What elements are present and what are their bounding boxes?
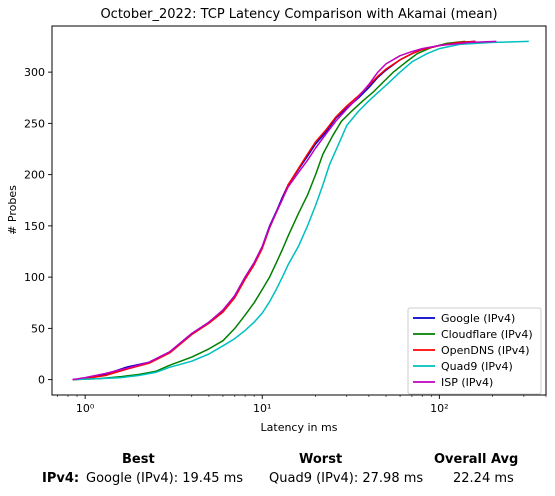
- overall-avg-header: Overall Avg: [434, 452, 519, 467]
- chart-title: October_2022: TCP Latency Comparison wit…: [100, 7, 497, 22]
- legend-label: ISP (IPv4): [441, 376, 493, 389]
- y-tick-label: 300: [24, 66, 45, 79]
- x-axis-ticks: 10⁰ 10¹ 10²: [57, 395, 547, 415]
- overall-avg-value: 22.24 ms: [453, 471, 514, 486]
- series-line-4: [72, 40, 529, 381]
- row-label-text: IPv4: [42, 471, 74, 486]
- latency-chart: October_2022: TCP Latency Comparison wit…: [6, 7, 547, 434]
- x-axis-label: Latency in ms: [261, 421, 338, 434]
- y-tick-label: 150: [24, 220, 45, 233]
- worst-value: Quad9 (IPv4): 27.98 ms: [269, 471, 424, 486]
- x-tick-label: 10⁰: [76, 402, 95, 415]
- y-tick-label: 0: [38, 374, 45, 387]
- y-axis-ticks: 0 50 100 150 200 250 300: [24, 66, 52, 387]
- series-lines: [72, 40, 529, 381]
- y-axis-label: # Probes: [6, 185, 19, 235]
- x-tick-label: 10¹: [253, 402, 271, 415]
- legend-label: Cloudflare (IPv4): [441, 328, 533, 341]
- y-tick-label: 100: [24, 271, 45, 284]
- series-line-5: [72, 40, 497, 381]
- legend: Google (IPv4) Cloudflare (IPv4) OpenDNS (I…: [407, 307, 542, 395]
- legend-label: OpenDNS (IPv4): [441, 344, 530, 357]
- y-tick-label: 250: [24, 117, 45, 130]
- x-tick-label: 10²: [430, 402, 448, 415]
- y-tick-label: 50: [31, 322, 45, 335]
- best-header: Best: [122, 452, 155, 467]
- series-line-3: [72, 40, 476, 381]
- row-label-colon: :: [73, 471, 80, 486]
- best-value: Google (IPv4): 19.45 ms: [86, 471, 244, 486]
- worst-header: Worst: [299, 452, 343, 467]
- legend-label: Quad9 (IPv4): [441, 360, 513, 373]
- ipv4-row-label: IPv4:: [42, 471, 79, 486]
- legend-box: [407, 307, 542, 395]
- series-line-2: [72, 40, 466, 381]
- legend-label: Google (IPv4): [441, 312, 515, 325]
- y-tick-label: 200: [24, 169, 45, 182]
